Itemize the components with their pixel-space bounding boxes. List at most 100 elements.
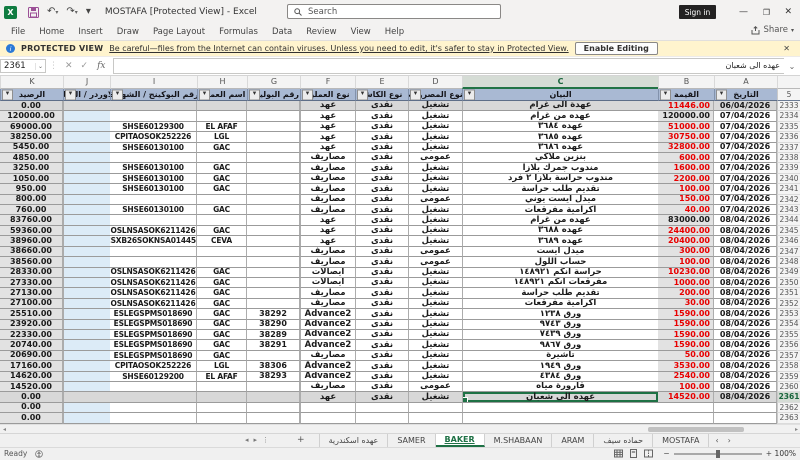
cell-A2337[interactable]: 07/04/2026 [714,142,777,154]
cell-I2334[interactable] [110,111,197,122]
filter-button-e[interactable]: ▼ [357,89,368,100]
cell-C2356[interactable]: ورق ٩٨٦٧ [462,340,658,351]
cell-D2359[interactable]: تشغيل [408,371,462,382]
accessibility-icon[interactable] [35,449,44,458]
cell-E2337[interactable]: نقدى [355,142,408,154]
cell-A2362[interactable] [714,402,777,414]
cell-I2346[interactable]: CSXB26SOKNSA014455 [110,236,197,247]
cell-F2349[interactable]: ايصالات [300,267,355,278]
cell-B2348[interactable]: 100.00 [658,257,714,268]
cell-H2361[interactable] [197,392,247,403]
row-header-2343[interactable]: 2343 [777,205,800,216]
cell-A2355[interactable]: 08/04/2026 [714,329,777,341]
ribbon-tab-home[interactable]: Home [39,27,65,37]
cell-E2348[interactable]: نقدى [355,257,408,268]
filter-button-i[interactable]: ▼ [112,89,123,100]
cell-K2356[interactable]: 20740.00 [0,340,63,351]
row-header-2356[interactable]: 2356 [777,340,800,351]
cell-F2336[interactable]: عهد [300,132,355,143]
page-break-view-icon[interactable] [644,449,654,458]
cell-F2357[interactable]: مصاريف [300,350,355,362]
cell-D2347[interactable]: عمومى [408,246,462,258]
cell-E2335[interactable]: نقدى [355,121,408,133]
field-header-a[interactable]: التاريخ ▼ [714,89,777,101]
cell-J2347[interactable] [63,246,110,258]
cell-J2355[interactable] [63,329,110,341]
cell-D2337[interactable]: تشغيل [408,142,462,154]
column-header-I[interactable]: I [110,76,197,89]
ribbon-tab-review[interactable]: Review [306,27,337,37]
cell-G2338[interactable] [247,153,300,164]
formula-input[interactable]: عهده الى شعبان [112,58,784,74]
row-header-2351[interactable]: 2351 [777,288,800,299]
horizontal-scrollbar[interactable]: ◂ ▸ [0,423,800,433]
cell-H2333[interactable] [197,101,247,112]
cell-F2333[interactable]: عهد [300,101,355,112]
cell-C2346[interactable]: عهده ٣٦٨٩ [462,236,658,247]
row-header-2339[interactable]: 2339 [777,163,800,174]
filter-button-g[interactable]: ▼ [249,89,260,100]
name-box-dropdown-icon[interactable]: ⌄ [34,62,45,70]
row-header-2355[interactable]: 2355 [777,329,800,341]
cell-G2353[interactable]: 38292 [247,309,300,320]
cell-A2347[interactable]: 08/04/2026 [714,246,777,258]
cell-H2343[interactable]: GAC [197,205,247,216]
cell-J2350[interactable] [63,277,110,289]
cell-E2341[interactable]: نقدى [355,184,408,195]
row-header-2348[interactable]: 2348 [777,257,800,268]
cell-B2336[interactable]: 30750.00 [658,132,714,143]
cell-I2360[interactable] [110,381,197,393]
cell-D2345[interactable]: تشغيل [408,225,462,237]
cell-H2335[interactable]: EL AFAF [197,121,247,133]
cell-E2362[interactable] [355,402,408,414]
cell-E2343[interactable]: نقدى [355,205,408,216]
cell-H2352[interactable]: GAC [197,298,247,310]
row-header-2336[interactable]: 2336 [777,132,800,143]
cell-C2335[interactable]: عهده ٣٦٨٤ [462,121,658,133]
cell-B2340[interactable]: 2200.00 [658,173,714,185]
cell-A2361[interactable]: 08/04/2026 [714,392,777,403]
ribbon-tab-view[interactable]: View [350,27,371,37]
cell-J2358[interactable] [63,361,110,372]
cell-C2344[interactable]: عهده من غرام [462,215,658,226]
cell-E2358[interactable]: نقدى [355,361,408,372]
cell-E2347[interactable]: نقدى [355,246,408,258]
cell-H2336[interactable]: LGL [197,132,247,143]
cell-F2346[interactable]: عهد [300,236,355,247]
cell-G2355[interactable]: 38289 [247,329,300,341]
filter-button-h[interactable]: ▼ [199,89,210,100]
cell-G2341[interactable] [247,184,300,195]
cell-B2362[interactable] [658,402,714,414]
cell-D2351[interactable]: تشغيل [408,288,462,299]
search-input[interactable]: Search [287,4,501,19]
cell-K2338[interactable]: 4850.00 [0,153,63,164]
cell-C2338[interactable]: بنزين ملاكي [462,153,658,164]
sheet-grid[interactable]: A B C D E F G H I J K 5 التاريخ ▼ القيمة ▼ البيان ▼ نوع ال… [0,76,800,424]
cell-B2358[interactable]: 3530.00 [658,361,714,372]
cell-K2335[interactable]: 69000.00 [0,121,63,133]
filter-button-j[interactable]: ▼ [65,89,76,100]
cell-K2351[interactable]: 27130.00 [0,288,63,299]
cell-K2347[interactable]: 38660.00 [0,246,63,258]
cell-J2345[interactable] [63,225,110,237]
cell-D2336[interactable]: تشغيل [408,132,462,143]
row-header-2353[interactable]: 2353 [777,309,800,320]
cell-C2362[interactable] [462,402,658,414]
cell-F2360[interactable]: مصاريف [300,381,355,393]
filter-button-a[interactable]: ▼ [716,89,727,100]
field-header-g[interactable]: رقم البوليصا ▼ [247,89,300,101]
row-header-2344[interactable]: 2344 [777,215,800,226]
cell-B2333[interactable]: 11446.00 [658,101,714,112]
cell-C2361[interactable]: عهده الى شعبان [462,392,658,403]
cell-D2363[interactable] [408,413,462,424]
cell-B2334[interactable]: 120000.00 [658,111,714,122]
cell-E2354[interactable]: نقدى [355,319,408,330]
cell-F2347[interactable]: مصاريف [300,246,355,258]
close-button[interactable]: ✕ [784,7,792,17]
field-header-c[interactable]: البيان ▼ [462,89,658,101]
cell-A2341[interactable]: 07/04/2026 [714,184,777,195]
cell-F2344[interactable]: عهد [300,215,355,226]
minimize-button[interactable]: — [739,7,748,17]
row-header-2354[interactable]: 2354 [777,319,800,330]
cell-H2349[interactable]: GAC [197,267,247,278]
